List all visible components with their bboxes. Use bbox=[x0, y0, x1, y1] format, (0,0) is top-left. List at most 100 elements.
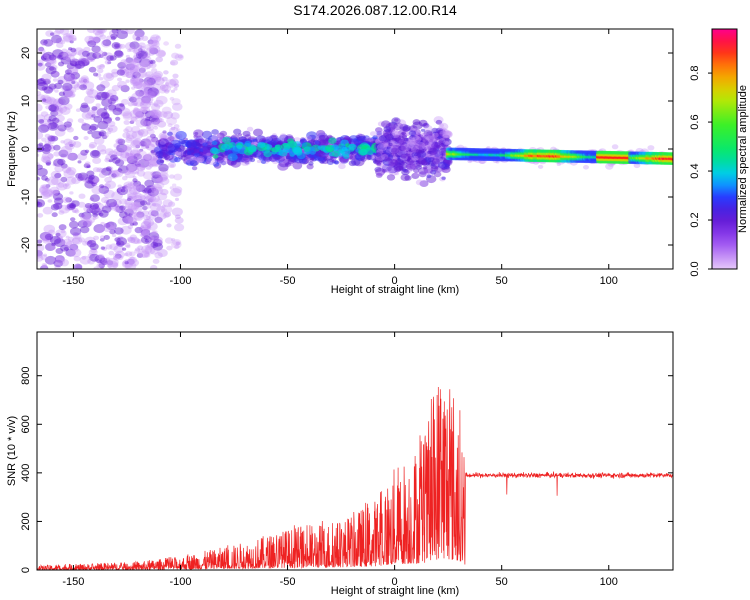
heatmap-cell bbox=[120, 151, 130, 159]
heatmap-cell bbox=[85, 164, 91, 169]
y-tick-label: 800 bbox=[20, 367, 32, 385]
heatmap-cell bbox=[135, 36, 141, 41]
heatmap-cell bbox=[348, 160, 357, 167]
heatmap-cell bbox=[57, 124, 67, 132]
heatmap-cell bbox=[142, 171, 154, 180]
heatmap-cell bbox=[318, 157, 326, 164]
heatmap-cell bbox=[537, 164, 544, 169]
heatmap-cell bbox=[148, 63, 154, 67]
heatmap-cell bbox=[52, 49, 64, 58]
heatmap-cell bbox=[80, 75, 89, 82]
heatmap-cell bbox=[94, 215, 99, 219]
heatmap-cell bbox=[163, 70, 169, 75]
heatmap-cell bbox=[90, 88, 94, 92]
heatmap-cell bbox=[375, 172, 383, 178]
heatmap-cell bbox=[93, 266, 100, 269]
heatmap-cell bbox=[102, 52, 114, 61]
heatmap-cell bbox=[211, 140, 218, 146]
heatmap-cell bbox=[327, 146, 335, 153]
heatmap-cell bbox=[41, 175, 48, 181]
heatmap-cell bbox=[125, 71, 134, 79]
heatmap-cell bbox=[65, 79, 71, 84]
heatmap-cell bbox=[122, 247, 127, 251]
heatmap-cell bbox=[163, 41, 170, 46]
heatmap-cell bbox=[146, 152, 155, 159]
heatmap-cell bbox=[136, 149, 142, 154]
heatmap-cell bbox=[150, 264, 158, 269]
heatmap-cell bbox=[89, 149, 101, 159]
heatmap-cell bbox=[147, 198, 153, 203]
heatmap-cell bbox=[80, 149, 88, 156]
heatmap-cell bbox=[114, 207, 121, 213]
heatmap-cell bbox=[175, 197, 179, 201]
heatmap-cell bbox=[113, 43, 120, 48]
heatmap-cell bbox=[129, 64, 141, 73]
heatmap-cell bbox=[151, 74, 162, 83]
y-tick-label: 0 bbox=[20, 567, 32, 573]
heatmap-cell bbox=[143, 52, 151, 59]
heatmap-cell bbox=[40, 39, 48, 46]
heatmap-cell bbox=[647, 145, 655, 151]
heatmap-cell bbox=[70, 217, 76, 222]
heatmap-cell bbox=[141, 230, 147, 234]
heatmap-cell bbox=[146, 135, 155, 143]
heatmap-cell bbox=[130, 59, 137, 65]
heatmap-cell bbox=[388, 142, 393, 146]
heatmap-cell bbox=[134, 192, 142, 198]
heatmap-cell bbox=[64, 142, 75, 150]
heatmap-cell bbox=[86, 164, 91, 169]
heatmap-cell bbox=[328, 137, 337, 144]
heatmap-cell bbox=[84, 203, 92, 209]
heatmap-cell bbox=[80, 151, 85, 155]
heatmap-cell bbox=[37, 213, 44, 218]
heatmap-cell bbox=[85, 89, 94, 96]
heatmap-cell bbox=[41, 236, 52, 244]
heatmap-cell bbox=[376, 129, 384, 136]
y-tick-label: 600 bbox=[20, 415, 32, 433]
heatmap-cell bbox=[60, 176, 68, 183]
heatmap-cell bbox=[48, 229, 56, 235]
heatmap-cell bbox=[45, 66, 57, 75]
heatmap-cell bbox=[109, 94, 119, 102]
heatmap-cell bbox=[150, 75, 158, 82]
heatmap-cell bbox=[37, 254, 44, 262]
heatmap-cell bbox=[271, 146, 280, 153]
heatmap-cell bbox=[97, 210, 102, 213]
heatmap-cell bbox=[107, 120, 116, 127]
heatmap-cell bbox=[83, 136, 89, 140]
heatmap-cell bbox=[53, 158, 64, 167]
heatmap-cell bbox=[96, 91, 108, 101]
heatmap-cell bbox=[129, 222, 135, 226]
heatmap-cell bbox=[148, 39, 160, 49]
heatmap-cell bbox=[196, 138, 203, 143]
heatmap-cell bbox=[170, 61, 176, 66]
heatmap-cell bbox=[145, 145, 150, 149]
heatmap-cell bbox=[172, 73, 179, 79]
heatmap-cell bbox=[152, 258, 160, 264]
x-axis-label: Height of straight line (km) bbox=[331, 585, 459, 597]
heatmap-cell bbox=[41, 263, 47, 267]
heatmap-cell bbox=[97, 120, 109, 130]
heatmap-cell bbox=[308, 161, 314, 166]
heatmap-cell bbox=[130, 195, 138, 201]
heatmap-cell bbox=[155, 56, 163, 63]
heatmap-cell bbox=[117, 77, 122, 82]
x-tick-label: 50 bbox=[496, 275, 508, 287]
heatmap-cell bbox=[136, 211, 145, 218]
heatmap-cell bbox=[70, 227, 82, 236]
heatmap-cell bbox=[124, 198, 133, 206]
heatmap-cell bbox=[333, 160, 339, 165]
heatmap-cell bbox=[52, 163, 57, 167]
heatmap-cell bbox=[50, 245, 57, 251]
heatmap-cell bbox=[42, 206, 53, 215]
heatmap-cell bbox=[107, 61, 112, 65]
heatmap-cell bbox=[75, 108, 81, 112]
heatmap-cell bbox=[113, 199, 122, 206]
heatmap-cell bbox=[117, 187, 126, 193]
heatmap-cell bbox=[95, 29, 107, 34]
heatmap-cell bbox=[37, 176, 41, 181]
heatmap-cell bbox=[175, 241, 180, 246]
heatmap-cell bbox=[65, 176, 77, 185]
heatmap-cell bbox=[130, 116, 138, 123]
